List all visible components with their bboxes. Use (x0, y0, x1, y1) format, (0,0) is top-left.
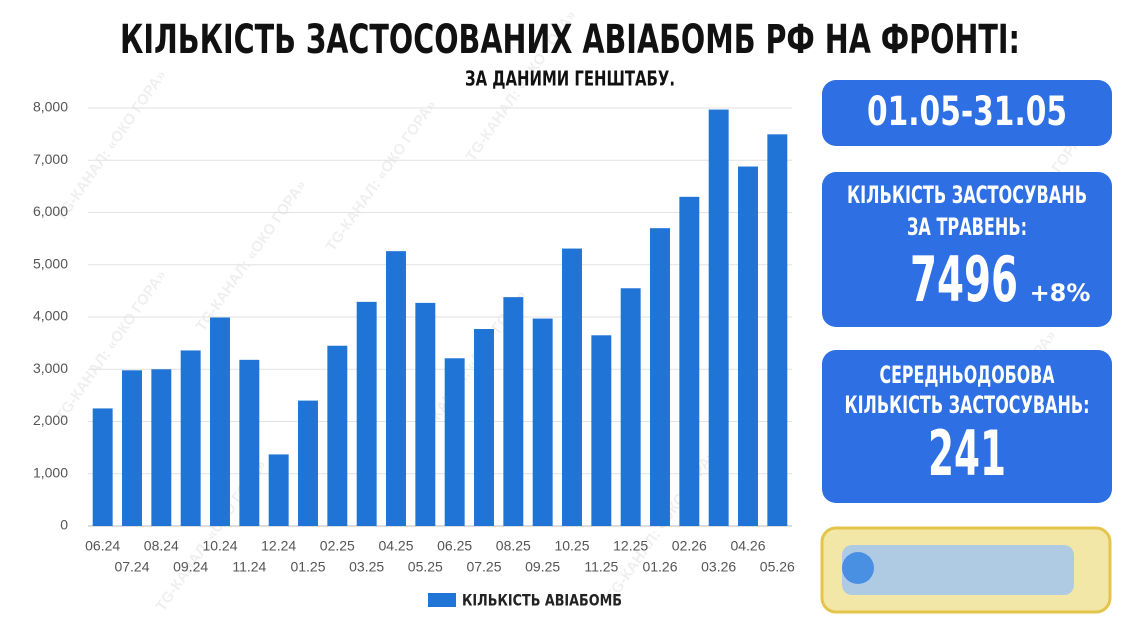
x-tick-label: 01.26 (642, 559, 677, 575)
panel-line: ЗА ТРАВЕНЬ: (907, 213, 1027, 241)
monthly-change: +8% (1030, 279, 1091, 307)
y-tick-label: 5,000 (33, 255, 68, 271)
x-tick-label: 01.25 (290, 559, 325, 575)
bar (386, 251, 406, 527)
bar (268, 454, 289, 526)
y-tick-label: 3,000 (33, 360, 68, 376)
x-tick-label: 07.25 (466, 559, 501, 575)
bar (503, 297, 524, 526)
bar (327, 345, 348, 526)
x-tick-label: 07.24 (114, 559, 149, 575)
watermark: TG-КАНАЛ: «ОКО ГОРА» (193, 177, 310, 334)
bar (738, 166, 758, 526)
x-tick-label: 03.25 (349, 559, 384, 575)
bar (298, 400, 318, 526)
bar (650, 228, 670, 527)
x-tick-label: 10.25 (554, 538, 589, 554)
legend-label: КІЛЬКІСТЬ АВІАБОМБ (462, 591, 622, 610)
period-text: 01.05-31.05 (867, 89, 1067, 135)
bar (708, 109, 729, 526)
x-tick-label: 12.25 (613, 538, 648, 554)
y-tick-label: 7,000 (33, 151, 68, 167)
x-tick-label: 02.25 (320, 538, 355, 554)
y-tick-label: 4,000 (33, 308, 68, 324)
bar (180, 350, 201, 526)
x-tick-label: 08.24 (144, 538, 179, 554)
x-tick-label: 09.25 (525, 559, 560, 575)
bar (92, 408, 113, 526)
bar (444, 358, 465, 526)
y-tick-label: 8,000 (33, 99, 68, 115)
daily-value: 241 (928, 417, 1006, 490)
x-tick-label: 09.24 (173, 559, 208, 575)
y-tick-label: 1,000 (33, 464, 68, 480)
x-tick-label: 04.26 (730, 538, 765, 554)
panel-daily (822, 350, 1112, 503)
watermark: TG-КАНАЛ: «ОКО ГОРА» (323, 97, 440, 254)
panel-line: КІЛЬКІСТЬ ЗАСТОСУВАНЬ: (845, 391, 1090, 419)
x-tick-label: 11.25 (584, 559, 618, 575)
monthly-value: 7496 (910, 243, 1018, 316)
panel-line: СЕРЕДНЬОДОБОВА (880, 361, 1055, 389)
bar (620, 288, 641, 526)
x-tick-label: 10.24 (202, 538, 237, 554)
x-tick-label: 04.25 (378, 538, 413, 554)
bar (679, 196, 700, 526)
y-tick-label: 6,000 (33, 203, 68, 219)
x-tick-label: 06.24 (85, 538, 120, 554)
panel-line: КІЛЬКІСТЬ ЗАСТОСУВАНЬ (847, 181, 1087, 209)
x-tick-label: 11.24 (232, 559, 266, 575)
bar (239, 359, 260, 526)
panel-monthly (822, 172, 1112, 327)
bar (767, 134, 788, 527)
x-tick-label: 05.26 (760, 559, 795, 575)
bar (356, 301, 377, 526)
chart-title: КІЛЬКІСТЬ ЗАСТОСОВАНИХ АВІАБОМБ РФ НА ФР… (120, 17, 1020, 63)
bar (415, 302, 436, 526)
x-tick-label: 02.26 (672, 538, 707, 554)
promo-blur (842, 545, 1074, 595)
bar (591, 335, 612, 526)
bar (532, 318, 553, 526)
y-tick-label: 0 (60, 517, 68, 533)
x-tick-label: 08.25 (496, 538, 531, 554)
bar (151, 369, 172, 526)
legend-swatch (428, 593, 456, 607)
y-tick-label: 2,000 (33, 412, 68, 428)
bar (122, 370, 142, 526)
bar (562, 248, 582, 527)
x-tick-label: 05.25 (408, 559, 443, 575)
chart-subtitle: ЗА ДАНИМИ ГЕНШТАБУ. (465, 67, 675, 91)
x-tick-label: 03.26 (701, 559, 736, 575)
promo-icon (842, 552, 874, 584)
bar (210, 317, 230, 526)
bar (474, 329, 494, 526)
x-tick-label: 12.24 (261, 538, 296, 554)
panel-period (822, 80, 1112, 146)
x-tick-label: 06.25 (437, 538, 472, 554)
watermark: TG-КАНАЛ: «ОКО ГОРА» (53, 67, 170, 224)
